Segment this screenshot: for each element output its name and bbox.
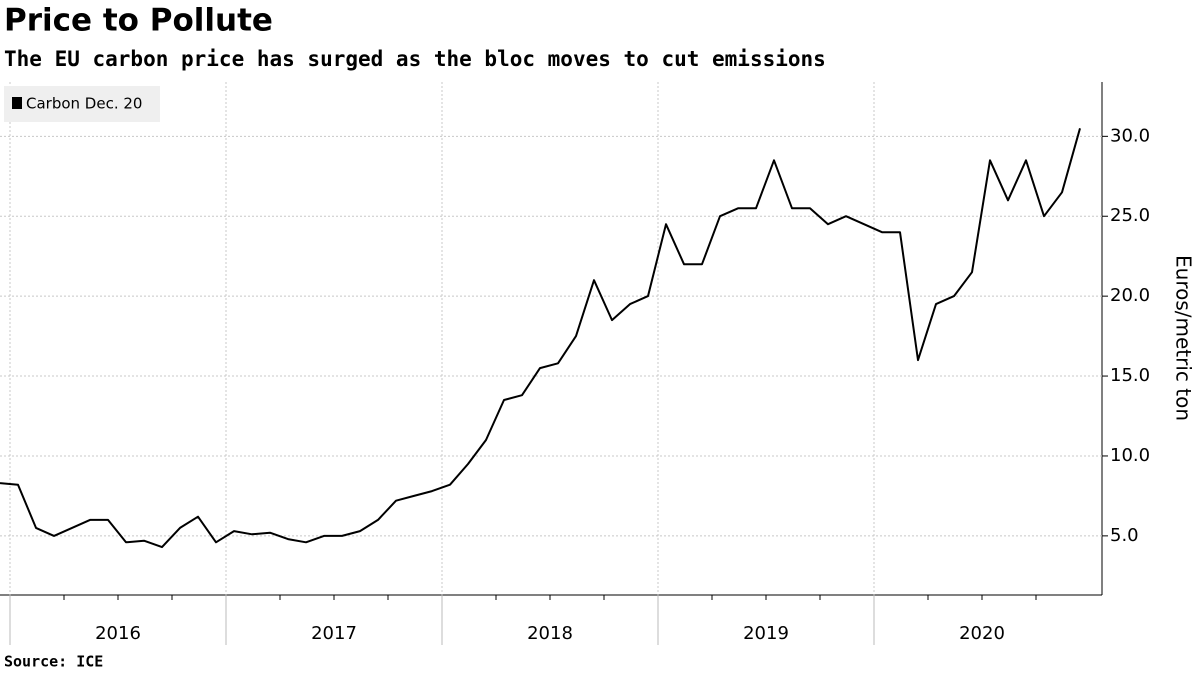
x-tick-label: 2019: [743, 623, 789, 644]
x-tick-label: 2016: [95, 623, 141, 644]
x-tick-label: 2017: [311, 623, 357, 644]
source: Source: ICE: [4, 653, 103, 671]
x-tick-label: 2020: [959, 623, 1005, 644]
x-tick-label: 2018: [527, 623, 573, 644]
y-tick-label: 10.0: [1110, 445, 1150, 466]
y-axis-title: Euros/metric ton: [1172, 255, 1196, 421]
chart-title: Price to Pollute: [4, 3, 273, 39]
y-tick-label: 5.0: [1110, 525, 1139, 546]
y-tick-label: 30.0: [1110, 125, 1150, 146]
legend-swatch: [12, 97, 22, 109]
line: [0, 128, 1081, 549]
legend-label: Carbon Dec. 20: [26, 95, 142, 113]
y-tick-label: 15.0: [1110, 365, 1150, 386]
legend-box: [4, 86, 160, 122]
chart-subtitle: The EU carbon price has surged as the bl…: [4, 47, 826, 71]
y-tick-label: 20.0: [1110, 285, 1150, 306]
y-tick-label: 25.0: [1110, 205, 1150, 226]
legend: Carbon Dec. 20: [4, 86, 160, 122]
